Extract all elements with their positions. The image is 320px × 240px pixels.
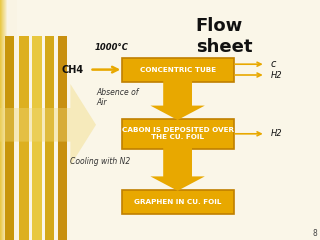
Bar — [4, 0, 14, 240]
Bar — [3, 0, 12, 240]
Bar — [5, 0, 15, 240]
Polygon shape — [0, 84, 96, 166]
Bar — [1, 0, 10, 240]
FancyBboxPatch shape — [122, 190, 234, 214]
Bar — [3, 0, 13, 240]
Bar — [5, 0, 15, 240]
Bar — [4, 0, 13, 240]
Bar — [0, 0, 10, 240]
Text: Flow
sheet: Flow sheet — [196, 17, 252, 56]
Polygon shape — [150, 148, 205, 191]
Bar — [5, 36, 14, 240]
Bar — [2, 0, 11, 240]
Bar — [7, 0, 17, 240]
Text: CABON IS DEPOSITED OVER
THE CU. FOIL: CABON IS DEPOSITED OVER THE CU. FOIL — [122, 127, 234, 140]
Text: c: c — [270, 59, 276, 69]
Bar — [45, 36, 54, 240]
Bar — [4, 0, 13, 240]
Bar — [6, 0, 15, 240]
Bar — [3, 0, 13, 240]
Bar — [5, 0, 14, 240]
Text: Cooling with N2: Cooling with N2 — [70, 157, 131, 167]
Bar — [6, 0, 16, 240]
Bar — [4, 0, 13, 240]
Text: Absence of
Air: Absence of Air — [96, 88, 138, 107]
Bar — [5, 0, 15, 240]
Bar — [3, 0, 12, 240]
Bar — [6, 0, 16, 240]
Bar — [58, 36, 67, 240]
Bar — [2, 0, 12, 240]
Bar — [0, 0, 10, 240]
Bar — [4, 0, 14, 240]
Text: GRAPHEN IN CU. FOIL: GRAPHEN IN CU. FOIL — [134, 199, 221, 204]
Bar — [6, 0, 15, 240]
Bar — [4, 0, 14, 240]
Text: H2: H2 — [270, 71, 282, 79]
Bar — [2, 0, 11, 240]
Bar — [5, 0, 14, 240]
Bar — [7, 0, 16, 240]
Text: CH4: CH4 — [61, 65, 83, 75]
Bar — [1, 0, 11, 240]
Polygon shape — [150, 80, 205, 120]
Bar — [32, 36, 42, 240]
Bar — [19, 36, 29, 240]
Bar — [3, 0, 12, 240]
Bar — [4, 0, 13, 240]
Text: 8: 8 — [312, 228, 317, 238]
Bar — [2, 0, 12, 240]
Bar — [1, 0, 11, 240]
Bar — [0, 0, 10, 240]
Bar — [7, 0, 17, 240]
Text: 1000°C: 1000°C — [94, 43, 128, 53]
Text: H2: H2 — [270, 129, 282, 138]
Bar — [1, 0, 10, 240]
Bar — [7, 0, 17, 240]
Bar — [7, 0, 16, 240]
Bar — [6, 0, 16, 240]
Bar — [2, 0, 12, 240]
Text: CONCENTRIC TUBE: CONCENTRIC TUBE — [140, 66, 216, 72]
Bar — [1, 0, 11, 240]
FancyBboxPatch shape — [122, 119, 234, 149]
FancyBboxPatch shape — [122, 58, 234, 82]
